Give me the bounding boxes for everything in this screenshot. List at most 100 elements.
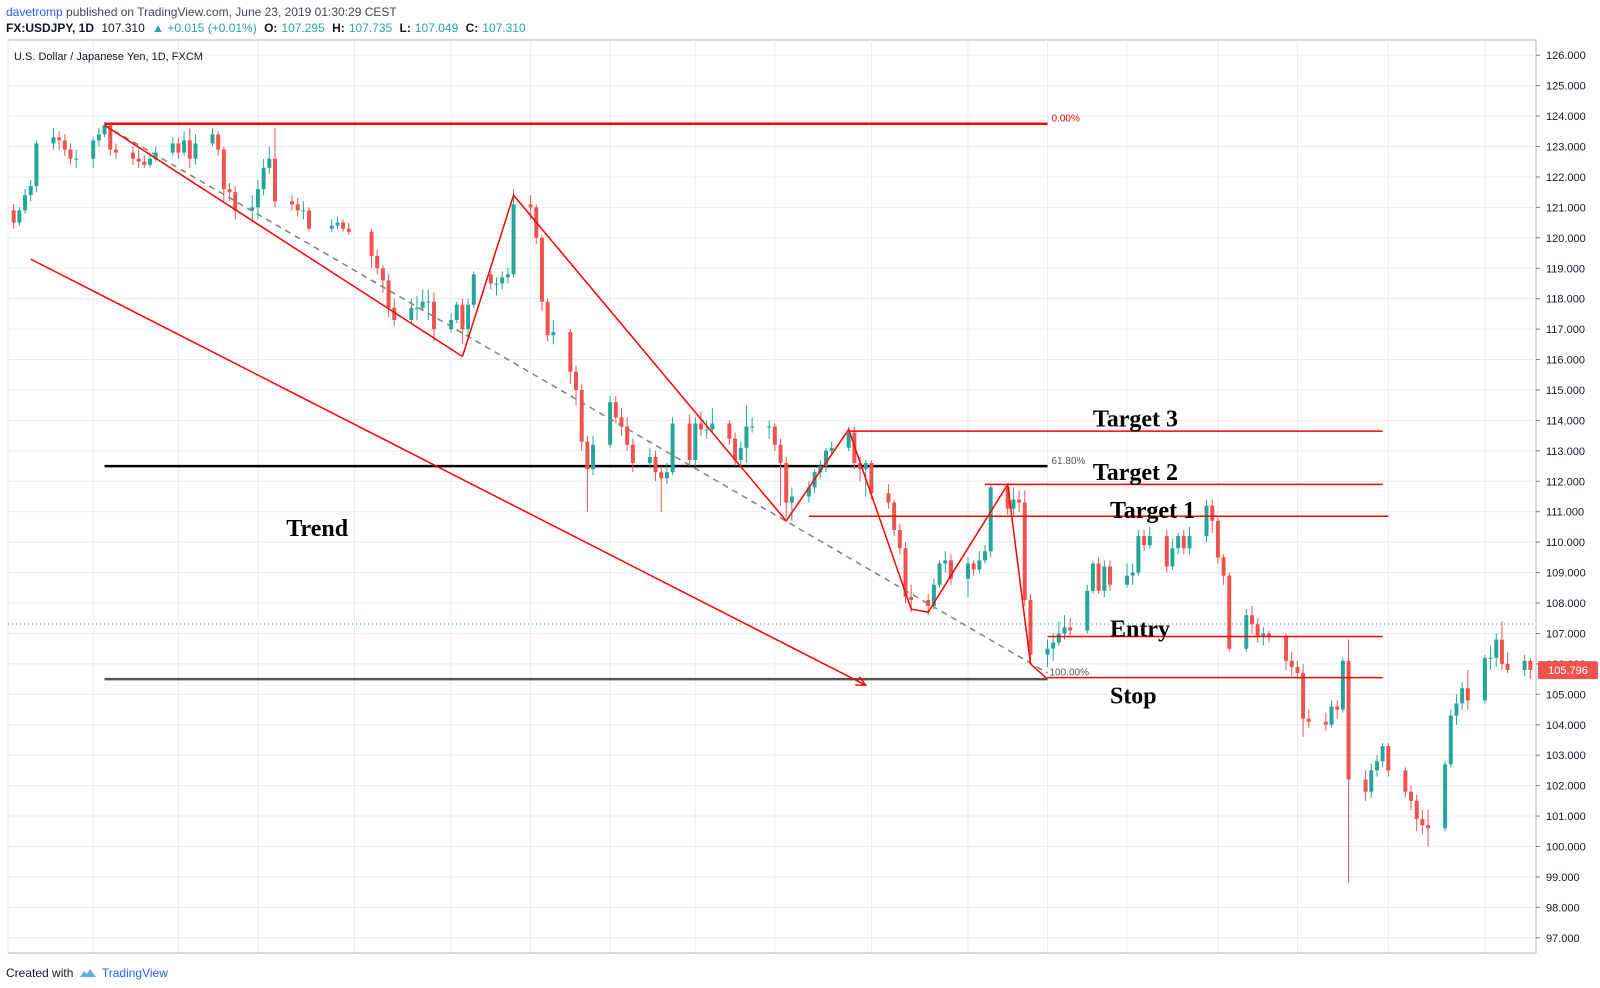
close-label: C: xyxy=(465,21,479,35)
candle-body xyxy=(1028,599,1033,655)
candle-body xyxy=(539,237,544,302)
y-tick-label: 119.000 xyxy=(1546,263,1585,275)
candle-body xyxy=(784,463,789,503)
candle-body xyxy=(1096,563,1101,591)
x-tick-label: Apr xyxy=(863,959,880,960)
candle-body xyxy=(909,596,914,600)
candle-body xyxy=(1409,791,1414,801)
open-value: 107.295 xyxy=(281,21,325,35)
ticker-line: FX:USDJPY, 1D 107.310 ▲ +0.015 (+0.01%) … xyxy=(6,21,530,35)
open-label: O: xyxy=(264,21,278,35)
footer: Created with TradingView xyxy=(6,966,168,980)
candle-body xyxy=(1380,746,1385,762)
candle-body xyxy=(625,426,630,445)
candle-body xyxy=(926,599,931,607)
candle-body xyxy=(579,389,584,442)
y-tick-label: 104.000 xyxy=(1546,720,1586,732)
candle-body xyxy=(176,143,181,153)
candle-body xyxy=(1244,615,1249,649)
candle-body xyxy=(1255,624,1260,637)
x-tick-label: 2016 xyxy=(342,959,366,960)
x-tick-label: Nov xyxy=(0,959,18,960)
candle-body xyxy=(170,143,175,153)
candle-body xyxy=(1335,706,1340,710)
candle-body xyxy=(261,167,266,190)
candle-body xyxy=(591,444,596,470)
fib-label: 100.00% xyxy=(1049,668,1089,679)
candle-body xyxy=(1136,536,1141,573)
candle-body xyxy=(545,301,550,336)
chart-header: davetromp published on TradingView.com, … xyxy=(6,4,397,21)
candle-body xyxy=(233,192,238,211)
candle-body xyxy=(1295,666,1300,674)
candle-body xyxy=(51,137,56,144)
candle-body xyxy=(1249,615,1254,625)
dashed-trendline xyxy=(104,124,1048,674)
candle-body xyxy=(693,423,698,460)
y-tick-label: 103.000 xyxy=(1546,750,1586,762)
candle-body xyxy=(619,417,624,427)
candle-body xyxy=(704,429,709,431)
candle-body xyxy=(767,426,772,428)
tradingview-brand[interactable]: TradingView xyxy=(101,966,168,980)
candle-body xyxy=(903,548,908,597)
candle-body xyxy=(863,463,868,470)
candle-body xyxy=(1448,715,1453,765)
candle-body xyxy=(432,301,437,330)
y-tick-label: 110.000 xyxy=(1546,537,1585,549)
candle-body xyxy=(653,456,658,473)
candle-body xyxy=(420,301,425,308)
candle-body xyxy=(1374,761,1379,771)
candle-body xyxy=(806,487,811,497)
candle-body xyxy=(1147,536,1152,546)
candle-body xyxy=(369,231,374,257)
candle-body xyxy=(23,195,28,211)
y-tick-label: 102.000 xyxy=(1546,781,1586,793)
x-tick-label: Dec xyxy=(169,959,189,960)
candle-body xyxy=(221,149,226,190)
last-price: 107.310 xyxy=(101,21,145,35)
candle-body xyxy=(858,463,863,470)
candle-body xyxy=(34,143,39,187)
price-chart[interactable]: 126.000 125.000 124.000 123.000 122.000 121.0… xyxy=(0,0,1600,960)
candle-body xyxy=(68,149,73,159)
candle-body xyxy=(392,307,397,320)
candle-body xyxy=(466,304,471,330)
y-tick-label: 122.000 xyxy=(1546,172,1586,184)
candle-body xyxy=(670,423,675,473)
candle-body xyxy=(886,493,891,503)
channel-line xyxy=(104,124,463,358)
candle-body xyxy=(772,426,777,445)
candle-body xyxy=(846,432,851,448)
candle-body xyxy=(1090,563,1095,591)
candle-body xyxy=(897,529,902,549)
candle-body xyxy=(1261,633,1266,637)
candle-body xyxy=(341,222,346,229)
candle-body xyxy=(829,447,834,451)
high-value: 107.735 xyxy=(348,21,393,35)
annotation-entry: Entry xyxy=(1110,616,1170,642)
candle-body xyxy=(295,204,300,211)
candle-body xyxy=(380,268,385,281)
y-tick-label: 113.000 xyxy=(1546,446,1585,458)
candle-body xyxy=(1142,536,1147,546)
candle-body xyxy=(1329,706,1334,725)
x-tick-label: 16 xyxy=(87,959,99,960)
candle-body xyxy=(108,125,113,150)
candle-body xyxy=(630,444,635,464)
candle-body xyxy=(1045,648,1050,655)
fib-label: 0.00% xyxy=(1051,114,1079,125)
candle-body xyxy=(1176,536,1181,549)
candle-body xyxy=(585,441,590,470)
y-tick-label: 109.000 xyxy=(1546,568,1586,580)
candle-body xyxy=(1022,502,1027,600)
candle-body xyxy=(511,204,516,275)
candle-body xyxy=(11,210,16,223)
candle-body xyxy=(687,423,692,460)
author-name[interactable]: davetromp xyxy=(6,5,63,19)
candle-body xyxy=(699,423,703,430)
current-price-badge xyxy=(1538,661,1598,680)
candle-body xyxy=(301,210,306,212)
annotation-stop: Stop xyxy=(1110,683,1157,709)
candle-body xyxy=(574,371,579,390)
